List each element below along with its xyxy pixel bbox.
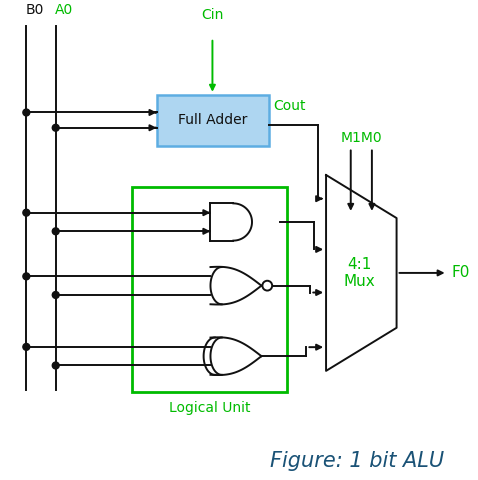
- Circle shape: [23, 109, 30, 116]
- Text: Cin: Cin: [201, 8, 224, 22]
- Text: Full Adder: Full Adder: [178, 113, 248, 127]
- Text: F0: F0: [451, 265, 470, 280]
- Text: B0: B0: [25, 3, 43, 17]
- Polygon shape: [326, 175, 397, 371]
- Circle shape: [23, 273, 30, 280]
- Text: Cout: Cout: [273, 99, 305, 113]
- Circle shape: [23, 344, 30, 350]
- Circle shape: [23, 209, 30, 216]
- Circle shape: [262, 281, 272, 290]
- Circle shape: [52, 228, 59, 235]
- Circle shape: [52, 124, 59, 131]
- Text: 4:1
Mux: 4:1 Mux: [344, 257, 375, 289]
- Circle shape: [52, 362, 59, 369]
- Text: A0: A0: [55, 3, 73, 17]
- Circle shape: [52, 291, 59, 299]
- Text: Figure: 1 bit ALU: Figure: 1 bit ALU: [271, 451, 445, 471]
- Text: Logical Unit: Logical Unit: [169, 401, 250, 415]
- FancyBboxPatch shape: [157, 95, 269, 145]
- Text: M1M0: M1M0: [340, 131, 382, 145]
